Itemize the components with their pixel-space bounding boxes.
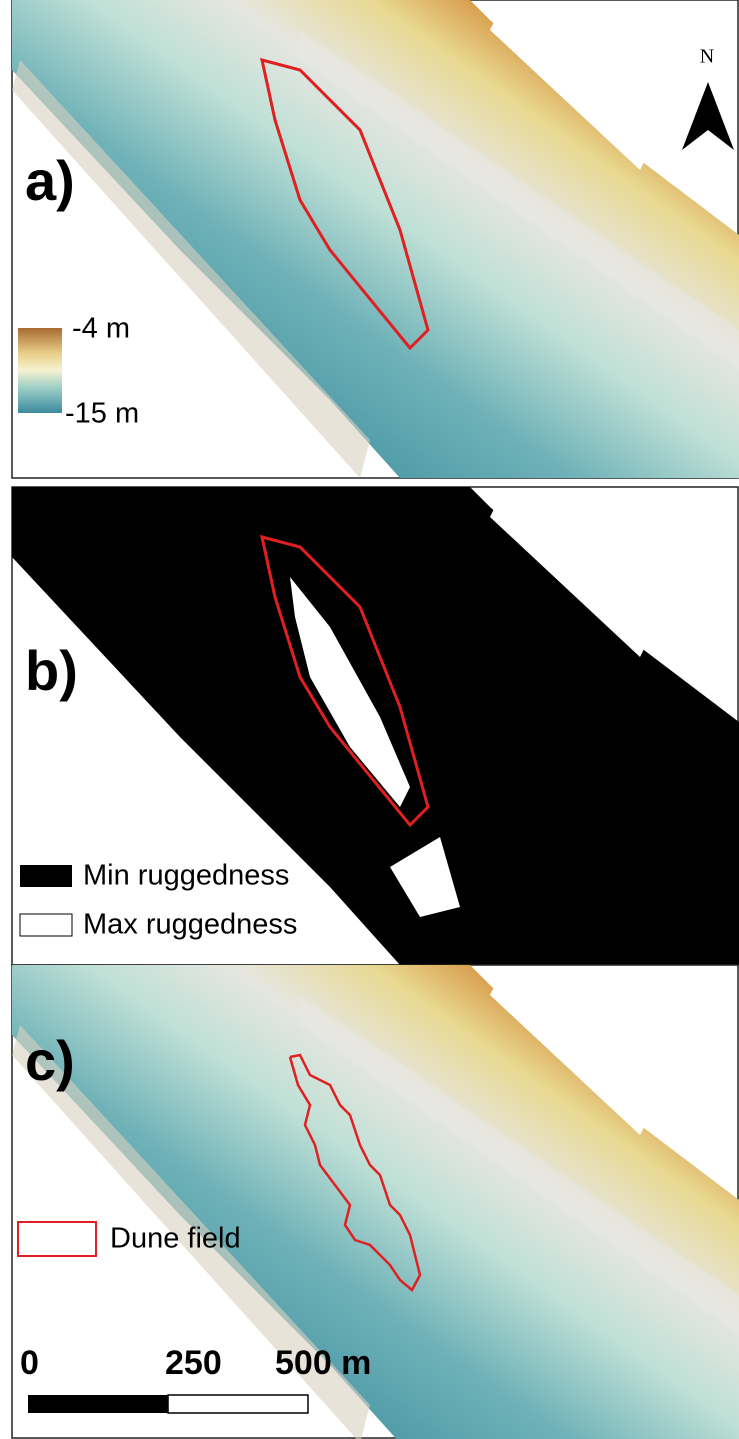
legend-label: -15 m bbox=[65, 398, 139, 430]
depth-ramp bbox=[18, 328, 62, 413]
panel-label: c) bbox=[25, 1029, 75, 1092]
figure: a) N -4 m -15 m b) Min ruggedness Max ru… bbox=[0, 0, 739, 1439]
scale-label: 0 bbox=[20, 1344, 39, 1382]
panel-c: c) Dune field 0 250 500 m bbox=[12, 965, 739, 1439]
legend-swatch bbox=[20, 865, 72, 887]
legend-label: Max ruggedness bbox=[83, 909, 297, 941]
scale-bar bbox=[28, 1395, 168, 1413]
north-label: N bbox=[700, 46, 714, 68]
panel-label: a) bbox=[25, 149, 75, 212]
legend-label: -4 m bbox=[72, 313, 130, 345]
scale-label: 250 bbox=[165, 1344, 222, 1382]
panel-a: a) N -4 m -15 m bbox=[12, 0, 739, 478]
scale-label: 500 m bbox=[275, 1344, 371, 1382]
legend-swatch bbox=[20, 914, 72, 936]
legend-label: Min ruggedness bbox=[83, 860, 289, 892]
panel-b: b) Min ruggedness Max ruggedness bbox=[12, 487, 739, 965]
scale-bar bbox=[168, 1395, 308, 1413]
legend-label: Dune field bbox=[110, 1223, 241, 1255]
panel-label: b) bbox=[25, 639, 78, 702]
